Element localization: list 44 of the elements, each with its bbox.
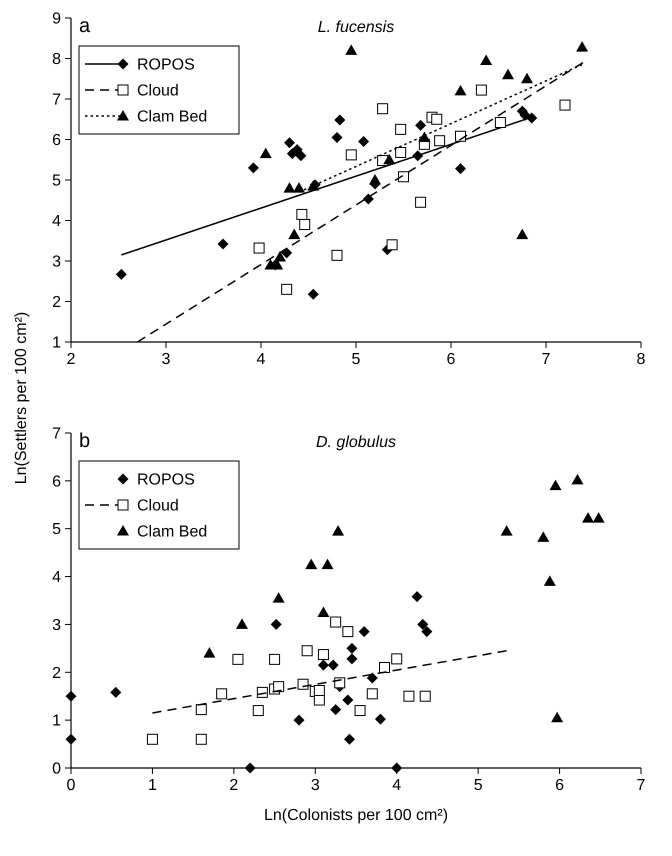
x-tick-label: 8 [636,351,646,368]
y-tick-label: 2 [52,294,62,311]
legend-label: ROPOS [137,56,195,74]
x-tick-label: 3 [162,351,171,368]
x-tick-label: 4 [256,351,266,368]
x-tick-label: 1 [148,777,157,794]
y-tick-label: 7 [52,426,62,442]
x-tick-label: 2 [229,777,238,794]
y-tick-label: 1 [52,712,62,730]
y-tick-label: 4 [52,213,62,230]
x-tick-label: 2 [66,351,76,368]
x-tick-label: 6 [555,777,564,794]
legend-label: Clam Bed [137,524,208,540]
y-tick-label: 1 [52,334,62,352]
y-tick-label: 0 [52,760,62,778]
x-tick-label: 3 [310,777,320,794]
x-axis-title: Ln(Colonists per 100 cm²) [264,807,448,824]
x-tick-label: 5 [474,777,483,794]
legend-label: ROPOS [137,472,195,488]
legend-label: Clam Bed [137,108,208,126]
x-tick-label: 5 [352,351,361,368]
y-tick-label: 3 [52,616,62,634]
annotation: b [79,430,90,452]
x-tick-label: 7 [636,777,646,794]
y-tick-label: 3 [52,254,62,270]
annotation: a [79,15,91,37]
x-tick-label: 6 [446,351,456,368]
y-tick-label: 5 [52,521,62,538]
x-tick-label: 4 [392,777,402,794]
x-tick-label: 0 [66,777,76,794]
chart-title: L. fucensis [318,19,394,36]
y-tick-label: 5 [52,172,62,190]
legend-label: Cloud [137,498,179,514]
y-tick-label: 2 [52,664,62,682]
x-tick-label: 7 [542,351,551,368]
y-tick-label: 7 [52,92,62,108]
y-tick-label: 4 [52,569,62,586]
chart-title: D. globulus [316,434,396,451]
y-axis-title: Ln(Settlers per 100 cm²) [13,312,30,484]
y-tick-label: 6 [52,473,62,490]
y-tick-label: 8 [52,51,62,68]
y-tick-label: 9 [52,10,62,28]
legend-label: Cloud [137,82,179,100]
y-tick-label: 6 [52,132,62,149]
